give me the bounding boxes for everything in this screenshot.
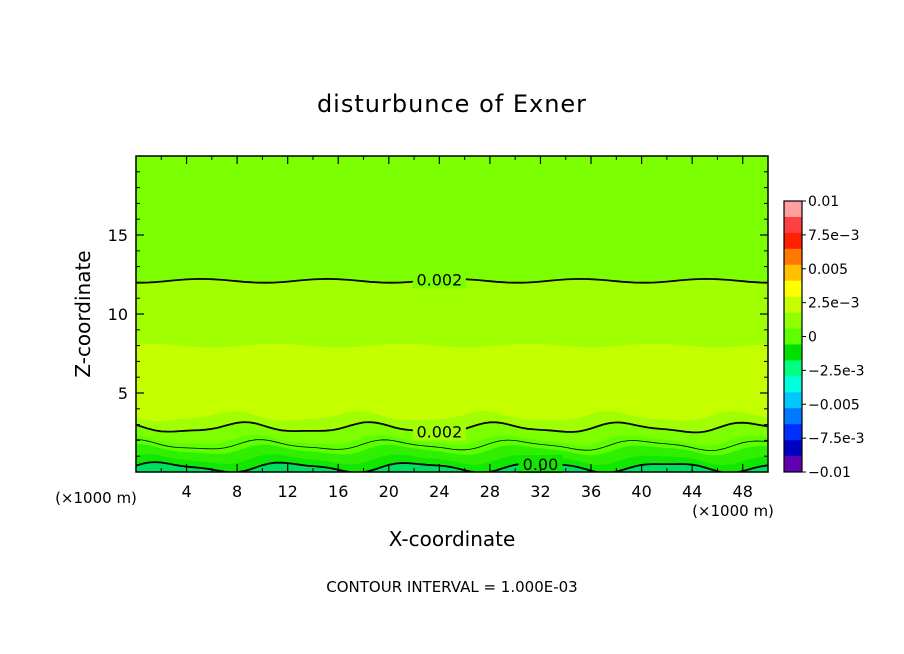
x-tick-label: 8 — [232, 482, 242, 501]
contour-label-bg — [412, 270, 466, 289]
colorbar-label: 7.5e−3 — [808, 228, 860, 244]
colorbar-swatch — [784, 248, 802, 266]
colorbar-swatch — [784, 312, 802, 329]
x-tick-label: 36 — [581, 482, 601, 501]
x-tick-label: 28 — [480, 482, 500, 501]
colorbar-label: 0 — [808, 330, 817, 346]
x-tick-label: 24 — [429, 482, 449, 501]
contour-label: 0.002 — [416, 422, 462, 441]
colorbar-swatch — [784, 376, 802, 393]
colorbar-label: −2.5e-3 — [808, 363, 865, 379]
contour-label: 0.002 — [416, 270, 462, 289]
colorbar-swatch — [784, 360, 802, 377]
colorbar-swatch — [784, 232, 802, 250]
contour-interval-footer: CONTOUR INTERVAL = 1.000E-03 — [326, 578, 577, 596]
contour-label-bg — [518, 454, 563, 473]
colorbar-swatch — [784, 344, 802, 361]
colorbar: 0.01 7.5e−3 0.005 2.5e−3 0 −2.5e-3 −0.005 −7.5e… — [783, 194, 865, 481]
y-tick-label: 5 — [118, 384, 128, 403]
contour-line — [136, 439, 768, 452]
colorbar-swatch — [784, 216, 802, 234]
colorbar-swatch — [784, 201, 802, 218]
colorbar-label: −0.005 — [808, 397, 860, 413]
colorbar-swatch — [784, 280, 802, 297]
x-tick-label: 48 — [733, 482, 753, 501]
x-tick-label: 4 — [181, 482, 191, 501]
colorbar-swatch — [784, 392, 802, 409]
y-tick-label: 15 — [108, 226, 128, 245]
colorbar-label: 0.005 — [808, 262, 848, 278]
colorbar-label: −7.5e-3 — [808, 431, 865, 447]
x-tick-label: 12 — [278, 482, 298, 501]
x-tick-label: 16 — [328, 482, 348, 501]
colorbar-label: 0.01 — [808, 194, 839, 210]
colorbar-swatch — [784, 264, 802, 282]
colorbar-swatch — [784, 296, 802, 313]
colorbar-swatch — [784, 408, 802, 425]
y-tick-label: 10 — [108, 305, 128, 324]
colorbar-label: 2.5e−3 — [808, 296, 860, 312]
x-tick-label: 32 — [530, 482, 550, 501]
chart-title: disturbunce of Exner — [317, 90, 587, 118]
x-unit-right: (×1000 m) — [692, 502, 774, 520]
colorbar-label: −0.01 — [808, 465, 851, 481]
contour-label-bg — [412, 422, 466, 441]
x-unit-left: (×1000 m) — [55, 489, 137, 507]
x-tick-label: 20 — [379, 482, 399, 501]
colorbar-swatch — [784, 328, 802, 345]
y-axis-label: Z-coordinate — [71, 250, 95, 377]
colorbar-swatch — [784, 424, 802, 441]
x-tick-label: 44 — [682, 482, 702, 501]
x-tick-label: 40 — [631, 482, 651, 501]
colorbar-swatch — [784, 440, 802, 457]
colorbar-swatch — [784, 456, 802, 473]
x-axis-label: X-coordinate — [389, 527, 516, 551]
